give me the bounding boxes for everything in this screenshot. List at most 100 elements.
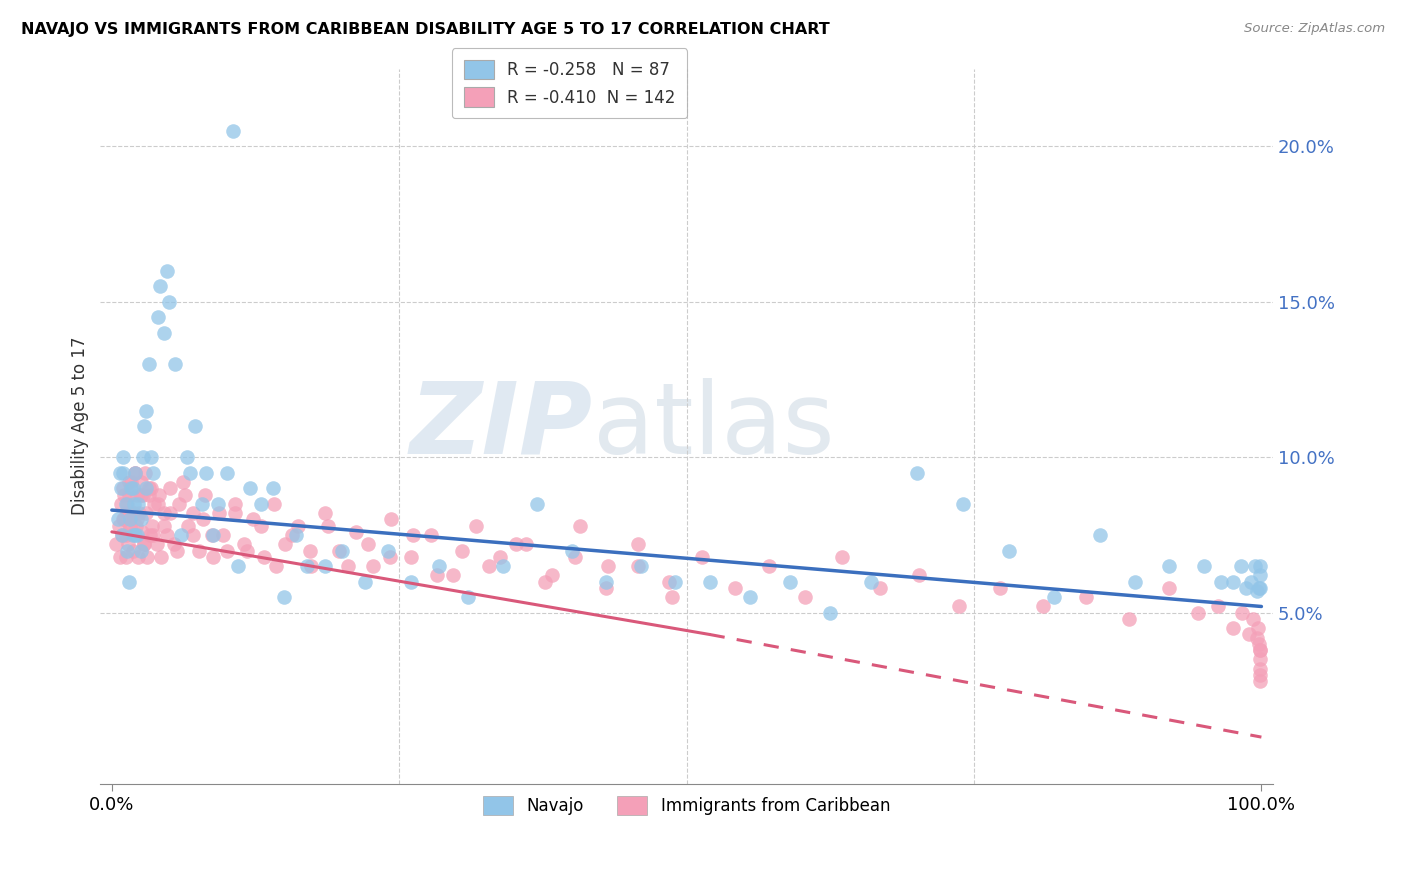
Point: [166, 543, 188, 558]
Point: [908, 568, 931, 582]
Point: [314, 559, 336, 574]
Point: [114, 528, 136, 542]
Point: [190, 497, 212, 511]
Point: [141, 518, 163, 533]
Point: [1249, 637, 1271, 651]
Point: [112, 512, 135, 526]
Point: [208, 506, 231, 520]
Point: [224, 497, 246, 511]
Point: [568, 518, 591, 533]
Point: [150, 549, 173, 564]
Point: [630, 559, 652, 574]
Point: [738, 590, 761, 604]
Point: [1243, 559, 1265, 574]
Point: [328, 543, 350, 558]
Point: [724, 581, 747, 595]
Point: [598, 559, 620, 574]
Point: [138, 481, 160, 495]
Point: [120, 518, 142, 533]
Point: [139, 528, 162, 542]
Point: [194, 487, 217, 501]
Point: [124, 466, 146, 480]
Point: [118, 487, 141, 501]
Point: [163, 537, 186, 551]
Text: Source: ZipAtlas.com: Source: ZipAtlas.com: [1244, 22, 1385, 36]
Point: [142, 528, 165, 542]
Point: [1192, 559, 1215, 574]
Point: [118, 574, 141, 589]
Point: [132, 537, 155, 551]
Legend: Navajo, Immigrants from Caribbean: Navajo, Immigrants from Caribbean: [474, 786, 900, 825]
Point: [1230, 606, 1253, 620]
Point: [658, 574, 681, 589]
Point: [129, 487, 152, 501]
Point: [1246, 631, 1268, 645]
Point: [997, 543, 1019, 558]
Point: [129, 475, 152, 489]
Point: [146, 497, 169, 511]
Point: [353, 574, 375, 589]
Point: [441, 568, 464, 582]
Point: [176, 450, 198, 465]
Point: [115, 506, 138, 520]
Point: [120, 512, 142, 526]
Point: [399, 574, 422, 589]
Point: [534, 574, 557, 589]
Point: [330, 543, 353, 558]
Point: [239, 481, 262, 495]
Point: [1090, 528, 1112, 542]
Point: [114, 512, 136, 526]
Point: [124, 466, 146, 480]
Point: [344, 524, 367, 539]
Point: [177, 518, 200, 533]
Point: [132, 450, 155, 465]
Point: [263, 497, 285, 511]
Point: [224, 506, 246, 520]
Point: [1236, 581, 1258, 595]
Point: [165, 357, 187, 371]
Point: [149, 279, 172, 293]
Point: [990, 581, 1012, 595]
Point: [297, 559, 319, 574]
Point: [129, 512, 152, 526]
Point: [152, 506, 174, 520]
Point: [207, 497, 229, 511]
Point: [233, 537, 256, 551]
Point: [122, 506, 145, 520]
Point: [250, 497, 273, 511]
Point: [287, 518, 309, 533]
Point: [1074, 590, 1097, 604]
Point: [124, 466, 146, 480]
Point: [114, 487, 136, 501]
Point: [627, 559, 650, 574]
Point: [284, 528, 307, 542]
Point: [138, 357, 160, 371]
Point: [1249, 652, 1271, 666]
Point: [120, 475, 142, 489]
Point: [758, 559, 780, 574]
Point: [905, 466, 928, 480]
Point: [201, 528, 224, 542]
Point: [111, 528, 134, 542]
Point: [1249, 662, 1271, 676]
Point: [1211, 574, 1233, 589]
Point: [121, 506, 143, 520]
Point: [1249, 581, 1271, 595]
Point: [120, 481, 142, 495]
Point: [380, 512, 402, 526]
Point: [152, 518, 174, 533]
Point: [699, 574, 721, 589]
Point: [399, 549, 422, 564]
Point: [108, 549, 131, 564]
Y-axis label: Disability Age 5 to 17: Disability Age 5 to 17: [72, 337, 89, 516]
Point: [820, 606, 842, 620]
Point: [378, 549, 401, 564]
Text: atlas: atlas: [593, 377, 834, 475]
Point: [127, 487, 149, 501]
Point: [952, 497, 974, 511]
Point: [107, 518, 129, 533]
Point: [869, 581, 891, 595]
Point: [127, 549, 149, 564]
Point: [541, 568, 564, 582]
Point: [299, 559, 322, 574]
